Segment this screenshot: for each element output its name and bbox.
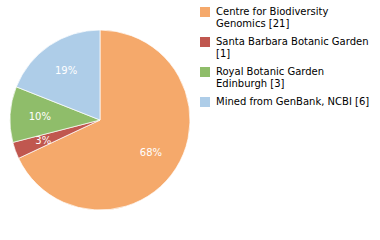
html-text:Royal Botanic Garden Edinburgh: Royal Botanic Garden Edinburgh [3] bbox=[216, 66, 325, 89]
svg-text:19%: 19% bbox=[55, 65, 77, 76]
svg-text:3%: 3% bbox=[35, 135, 51, 146]
html-text:Santa Barbara Botanic Garden [: Santa Barbara Botanic Garden [1] bbox=[216, 36, 369, 59]
html-text:Mined from GenBank, NCBI [6]: Mined from GenBank, NCBI [6] bbox=[216, 96, 370, 107]
html-text:Centre for Biodiversity Genomi: Centre for Biodiversity Genomics [21] bbox=[216, 6, 329, 29]
svg-text:10%: 10% bbox=[29, 111, 51, 122]
svg-text:68%: 68% bbox=[140, 147, 162, 158]
